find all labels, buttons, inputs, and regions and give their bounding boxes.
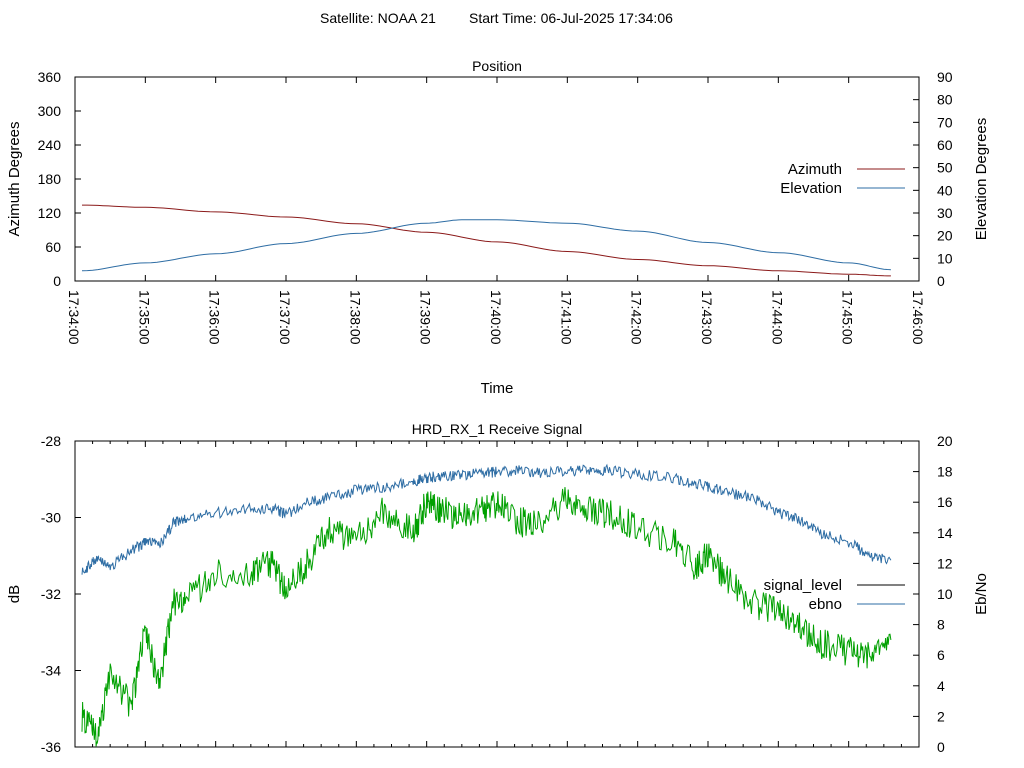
legend-label-signal-level: signal_level	[764, 577, 842, 594]
x-tick-label: 17:37:00	[277, 290, 293, 345]
left-tick-label: 360	[38, 69, 62, 85]
right-tick-label: 90	[937, 69, 953, 85]
right-tick-label: 0	[937, 739, 945, 755]
right-tick-label: 20	[937, 433, 953, 449]
right-tick-label: 70	[937, 114, 953, 130]
left-tick-label: -36	[41, 739, 61, 755]
right-tick-label: 2	[937, 708, 945, 724]
right-tick-label: 0	[937, 273, 945, 289]
x-tick-label: 17:41:00	[558, 290, 574, 345]
series-line-Azimuth	[82, 204, 891, 277]
series-line-signal-level	[81, 487, 892, 747]
left-tick-label: 120	[38, 205, 62, 221]
x-tick-label: 17:42:00	[629, 290, 645, 345]
x-tick-label: 17:44:00	[769, 290, 785, 345]
left-tick-label: 0	[53, 273, 61, 289]
legend-label-Elevation: Elevation	[780, 180, 842, 197]
receive-signal-chart: HRD_RX_1 Receive Signal dB Eb/No -36 -34 -…	[6, 421, 990, 755]
left-tick-label: -34	[41, 663, 61, 679]
legend-label-ebno: ebno	[809, 596, 842, 613]
right-tick-label: 10	[937, 250, 953, 266]
ebno-axis-label: Eb/No	[973, 573, 990, 615]
right-tick-label: 4	[937, 678, 945, 694]
receive-chart-title: HRD_RX_1 Receive Signal	[412, 421, 582, 437]
x-tick-label: 17:35:00	[136, 290, 152, 345]
left-tick-label: -28	[41, 433, 61, 449]
left-tick-label: 180	[38, 171, 62, 187]
satellite-label: Satellite: NOAA 21	[320, 10, 436, 26]
right-tick-label: 18	[937, 464, 953, 480]
position-legend: Azimuth Elevation	[780, 161, 905, 197]
x-tick-label: 17:40:00	[488, 290, 504, 345]
right-tick-label: 40	[937, 182, 953, 198]
right-tick-label: 16	[937, 494, 953, 510]
position-plot-frame	[74, 76, 920, 282]
x-tick-label: 17:39:00	[418, 290, 434, 345]
left-tick-label: 60	[45, 239, 61, 255]
x-tick-label: 17:45:00	[840, 290, 856, 345]
right-tick-label: 12	[937, 555, 953, 571]
right-tick-label: 14	[937, 525, 953, 541]
azimuth-axis-label: Azimuth Degrees	[6, 121, 23, 236]
right-tick-label: 30	[937, 205, 953, 221]
x-tick-label: 17:34:00	[66, 290, 82, 345]
right-tick-label: 20	[937, 228, 953, 244]
series-line-ebno	[81, 463, 892, 575]
left-tick-label: 240	[38, 137, 62, 153]
x-tick-label: 17:36:00	[207, 290, 223, 345]
right-tick-label: 60	[937, 137, 953, 153]
left-tick-label: 300	[38, 103, 62, 119]
x-tick-label: 17:43:00	[699, 290, 715, 345]
position-chart: Position Azimuth Degrees Elevation Degre…	[6, 58, 990, 397]
right-tick-label: 10	[937, 586, 953, 602]
x-tick-label: 17:38:00	[347, 290, 363, 345]
right-tick-label: 8	[937, 617, 945, 633]
left-tick-label: -30	[41, 510, 61, 526]
elevation-axis-label: Elevation Degrees	[973, 118, 990, 241]
series-line-Elevation	[81, 219, 891, 272]
start-time-label: Start Time: 06-Jul-2025 17:34:06	[469, 10, 673, 26]
position-chart-title: Position	[472, 58, 522, 74]
right-tick-label: 50	[937, 160, 953, 176]
left-tick-label: -32	[41, 586, 61, 602]
right-tick-label: 6	[937, 647, 945, 663]
time-axis-label: Time	[481, 380, 514, 397]
x-tick-label: 17:46:00	[910, 290, 926, 345]
right-tick-label: 80	[937, 92, 953, 108]
legend-label-Azimuth: Azimuth	[788, 161, 842, 178]
db-axis-label: dB	[6, 585, 23, 603]
